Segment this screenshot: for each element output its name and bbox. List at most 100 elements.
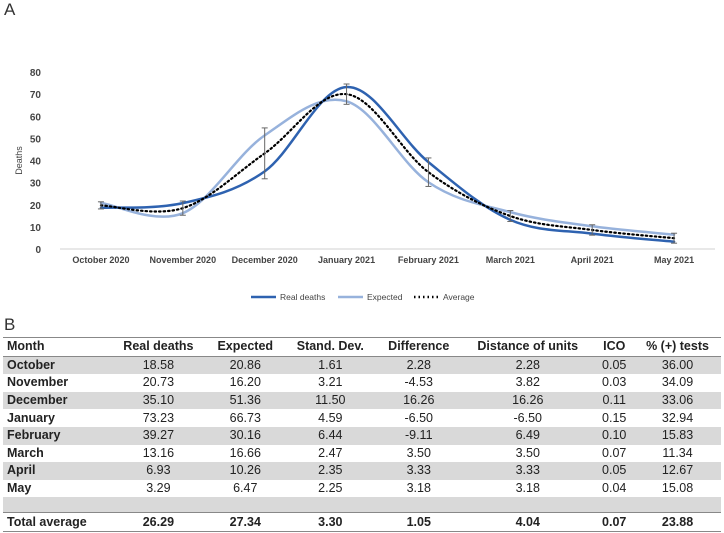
error-bar xyxy=(179,200,186,216)
legend-item: Expected xyxy=(338,292,403,302)
total-cell: 26.29 xyxy=(110,512,207,532)
cell: 39.27 xyxy=(142,428,175,443)
table-row: October 18.58 20.86 1.61 2.28 2.28 0.05 … xyxy=(3,356,721,375)
header-stand-dev: Stand. Dev. xyxy=(284,337,377,357)
error-bar xyxy=(97,201,104,210)
cell: 3.21 xyxy=(318,375,343,390)
cell: 2.28 xyxy=(515,357,540,372)
header-real-deaths: Real deaths xyxy=(110,337,207,357)
error-bar xyxy=(507,210,514,222)
cell: 6.49 xyxy=(515,428,540,443)
cell: -6.50 xyxy=(404,410,434,425)
table-row: February 39.27 30.16 6.44 -9.11 6.49 0.1… xyxy=(3,426,721,445)
series-line-average xyxy=(99,93,676,240)
header-distance-of-units: Distance of units xyxy=(461,337,595,357)
cell: 15.83 xyxy=(661,428,694,443)
cell: 2.47 xyxy=(318,445,343,460)
cell: 6.93 xyxy=(146,463,171,478)
table-header-row: Month Real deaths Expected Stand. Dev. D… xyxy=(3,337,721,357)
error-bar xyxy=(671,232,678,244)
cell: 16.26 xyxy=(512,393,544,408)
legend-label: Average xyxy=(443,292,475,302)
y-tick-label: 30 xyxy=(30,179,42,190)
cell: 3.50 xyxy=(406,445,431,460)
cell: 3.33 xyxy=(515,463,540,478)
cell: March xyxy=(7,445,44,460)
total-cell: 1.05 xyxy=(376,512,462,532)
cell: 3.18 xyxy=(515,481,540,496)
y-tick-label: 0 xyxy=(35,245,41,256)
cell: 16.66 xyxy=(229,445,261,460)
cell: 16.26 xyxy=(403,393,435,408)
cell: November xyxy=(7,375,69,390)
cell: 15.08 xyxy=(661,481,694,496)
cell: 3.82 xyxy=(515,375,540,390)
cell: 0.15 xyxy=(602,410,627,425)
cell: 30.16 xyxy=(229,428,261,443)
table-row: April 6.93 10.26 2.35 3.33 3.33 0.05 12.… xyxy=(3,462,721,480)
y-tick-label: 20 xyxy=(30,201,42,212)
deaths-line-chart: Deaths 0 10 20 30 40 50 60 70 80 October 2020 Nov… xyxy=(14,68,715,302)
total-cell: Total average xyxy=(3,512,111,532)
spacer-cell xyxy=(3,497,721,513)
cell: 0.05 xyxy=(602,357,627,372)
cell: 2.28 xyxy=(406,357,431,372)
cell: 10.26 xyxy=(229,463,261,478)
series-line-expected xyxy=(99,98,676,236)
cell: 20.73 xyxy=(142,375,175,390)
x-tick-label: May 2021 xyxy=(654,255,694,265)
panel-b-label: B xyxy=(4,315,16,334)
table-row: March 13.16 16.66 2.47 3.50 3.50 0.07 11… xyxy=(3,445,721,463)
chart-legend: Real deaths Expected Average xyxy=(251,292,475,302)
cell: 6.44 xyxy=(318,428,343,443)
cell: 16.20 xyxy=(229,375,261,390)
x-tick-label: January 2021 xyxy=(318,255,375,265)
y-tick-label: 40 xyxy=(30,157,42,168)
total-cell: 27.34 xyxy=(206,512,285,532)
cell: 2.35 xyxy=(318,463,343,478)
cell: -6.50 xyxy=(513,410,543,425)
cell: April xyxy=(7,463,36,478)
cell: May xyxy=(7,481,32,496)
y-tick-label: 50 xyxy=(30,134,42,145)
total-cell: 23.88 xyxy=(634,512,721,532)
total-cell: 4.04 xyxy=(461,512,595,532)
cell: 11.34 xyxy=(662,445,693,460)
y-tick-label: 70 xyxy=(30,90,42,101)
cell: 66.73 xyxy=(229,410,261,425)
cell: 0.05 xyxy=(602,463,627,478)
header-difference: Difference xyxy=(376,337,462,357)
table-row: January 73.23 66.73 4.59 -6.50 -6.50 0.1… xyxy=(3,409,721,427)
cell: 13.16 xyxy=(142,445,175,460)
deaths-table: Month Real deaths Expected Stand. Dev. D… xyxy=(3,337,721,532)
y-axis-label: Deaths xyxy=(14,146,24,175)
x-tick-label: February 2021 xyxy=(398,255,459,265)
cell: 2.25 xyxy=(318,481,343,496)
legend-item: Average xyxy=(414,292,475,302)
cell: January xyxy=(7,410,55,425)
error-bar xyxy=(343,83,350,105)
header-positive-tests: % (+) tests xyxy=(634,337,721,357)
x-tick-labels: October 2020 November 2020 December 2020 Ja… xyxy=(72,255,694,265)
cell: 51.36 xyxy=(229,393,261,408)
series-lines xyxy=(99,85,676,243)
cell: 20.86 xyxy=(229,357,261,372)
cell: 36.00 xyxy=(661,357,694,372)
cell: 3.33 xyxy=(406,463,431,478)
y-tick-label: 10 xyxy=(30,223,42,234)
cell: 3.50 xyxy=(515,445,540,460)
table-row: November 20.73 16.20 3.21 -4.53 3.82 0.0… xyxy=(3,374,721,392)
error-bar xyxy=(425,157,432,187)
cell: 0.07 xyxy=(602,445,627,460)
y-tick-label: 60 xyxy=(30,112,42,123)
x-tick-label: November 2020 xyxy=(150,255,217,265)
cell: 0.03 xyxy=(602,375,627,390)
cell: -4.53 xyxy=(404,375,434,390)
cell: 12.67 xyxy=(661,463,694,478)
legend-label: Real deaths xyxy=(280,292,325,302)
cell: February xyxy=(7,428,61,443)
panel-a-label: A xyxy=(4,0,16,19)
total-cell: 0.07 xyxy=(594,512,635,532)
cell: 11.50 xyxy=(315,393,346,408)
cell: 35.10 xyxy=(142,393,175,408)
